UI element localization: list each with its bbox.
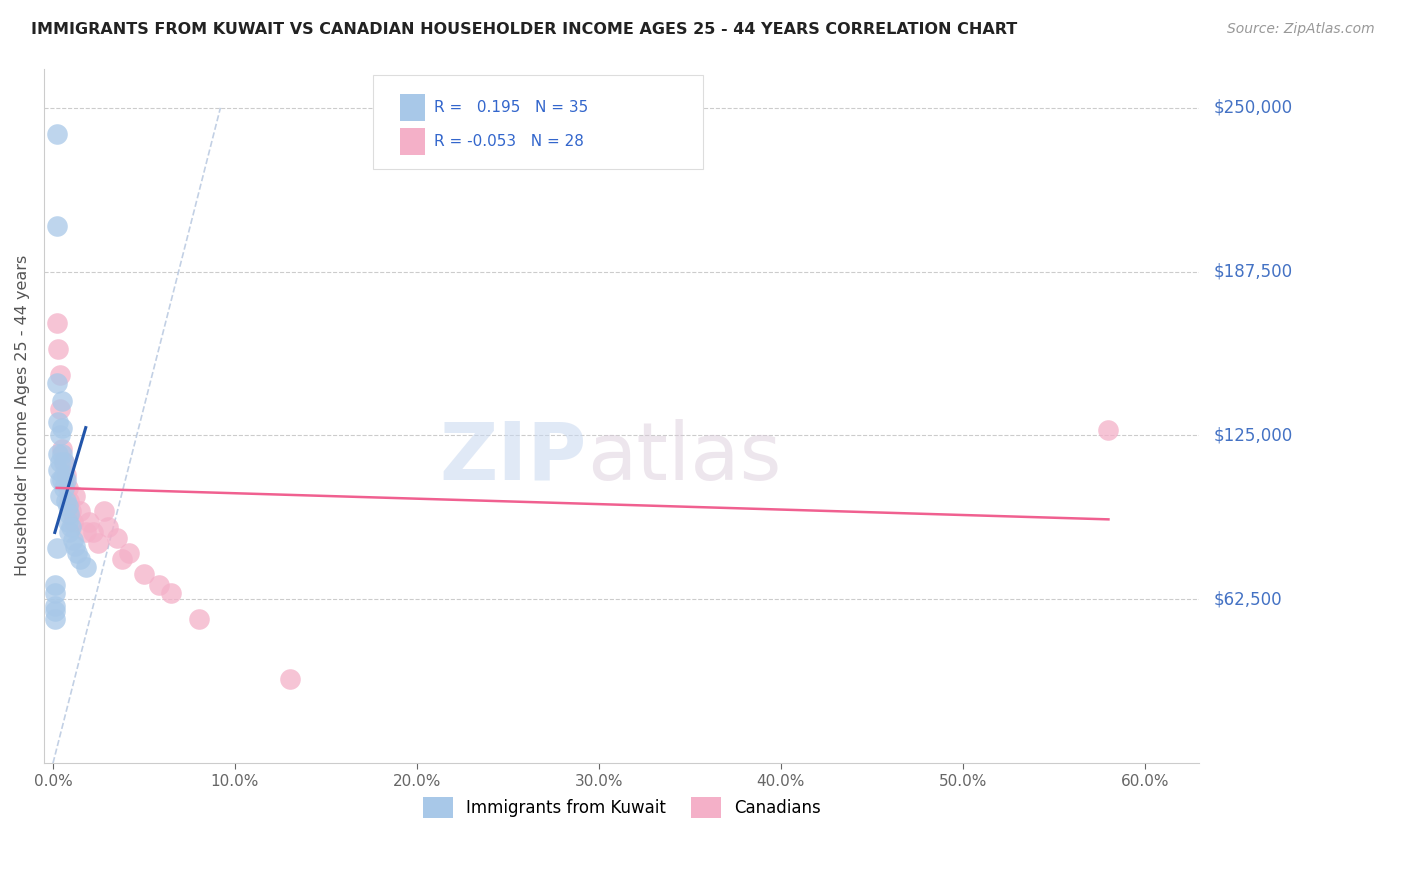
Y-axis label: Householder Income Ages 25 - 44 years: Householder Income Ages 25 - 44 years — [15, 255, 30, 576]
Bar — [399, 95, 425, 120]
Point — [1097, 423, 1119, 437]
Point — [49, 473, 72, 487]
Text: $62,500: $62,500 — [1213, 591, 1282, 608]
Point — [49, 402, 72, 417]
Point — [55, 473, 77, 487]
Point — [55, 494, 77, 508]
Point — [58, 494, 80, 508]
Point — [63, 539, 86, 553]
Legend: Immigrants from Kuwait, Canadians: Immigrants from Kuwait, Canadians — [416, 790, 828, 824]
Point — [187, 612, 209, 626]
FancyBboxPatch shape — [373, 76, 703, 169]
Text: $250,000: $250,000 — [1213, 99, 1292, 117]
Text: ZIP: ZIP — [440, 418, 586, 497]
Point — [48, 342, 70, 356]
Point — [132, 567, 155, 582]
Text: R =   0.195   N = 35: R = 0.195 N = 35 — [434, 100, 589, 115]
Point — [48, 416, 70, 430]
Bar — [399, 128, 425, 154]
Point — [45, 219, 67, 233]
Point — [66, 546, 89, 560]
Point — [44, 578, 66, 592]
Point — [69, 551, 91, 566]
Point — [105, 531, 128, 545]
Point — [51, 394, 73, 409]
Point — [52, 467, 75, 482]
Point — [49, 428, 72, 442]
Point — [56, 481, 79, 495]
Point — [62, 533, 84, 548]
Point — [82, 525, 104, 540]
Point — [44, 586, 66, 600]
Text: IMMIGRANTS FROM KUWAIT VS CANADIAN HOUSEHOLDER INCOME AGES 25 - 44 YEARS CORRELA: IMMIGRANTS FROM KUWAIT VS CANADIAN HOUSE… — [31, 22, 1017, 37]
Point — [75, 525, 97, 540]
Point — [93, 504, 115, 518]
Point — [111, 551, 134, 566]
Point — [148, 578, 170, 592]
Point — [51, 447, 73, 461]
Point — [45, 541, 67, 556]
Point — [44, 599, 66, 613]
Point — [52, 455, 75, 469]
Point — [48, 462, 70, 476]
Point — [45, 316, 67, 330]
Point — [52, 481, 75, 495]
Point — [49, 489, 72, 503]
Point — [49, 368, 72, 383]
Point — [79, 515, 101, 529]
Point — [69, 504, 91, 518]
Point — [51, 420, 73, 434]
Point — [62, 515, 84, 529]
Point — [60, 520, 83, 534]
Point — [58, 507, 80, 521]
Point — [49, 455, 72, 469]
Point — [51, 442, 73, 456]
Text: Source: ZipAtlas.com: Source: ZipAtlas.com — [1227, 22, 1375, 37]
Point — [160, 586, 183, 600]
Point — [44, 612, 66, 626]
Point — [278, 672, 301, 686]
Point — [51, 473, 73, 487]
Point — [60, 504, 83, 518]
Point — [63, 489, 86, 503]
Text: atlas: atlas — [586, 418, 782, 497]
Point — [44, 604, 66, 618]
Point — [52, 455, 75, 469]
Point — [75, 559, 97, 574]
Point — [55, 467, 77, 482]
Point — [56, 500, 79, 514]
Text: R = -0.053   N = 28: R = -0.053 N = 28 — [434, 134, 585, 149]
Point — [97, 520, 120, 534]
Point — [48, 447, 70, 461]
Point — [56, 515, 79, 529]
Point — [45, 376, 67, 390]
Text: $125,000: $125,000 — [1213, 426, 1292, 444]
Point — [45, 127, 67, 141]
Point — [118, 546, 141, 560]
Point — [58, 525, 80, 540]
Text: $187,500: $187,500 — [1213, 262, 1292, 281]
Point — [87, 536, 110, 550]
